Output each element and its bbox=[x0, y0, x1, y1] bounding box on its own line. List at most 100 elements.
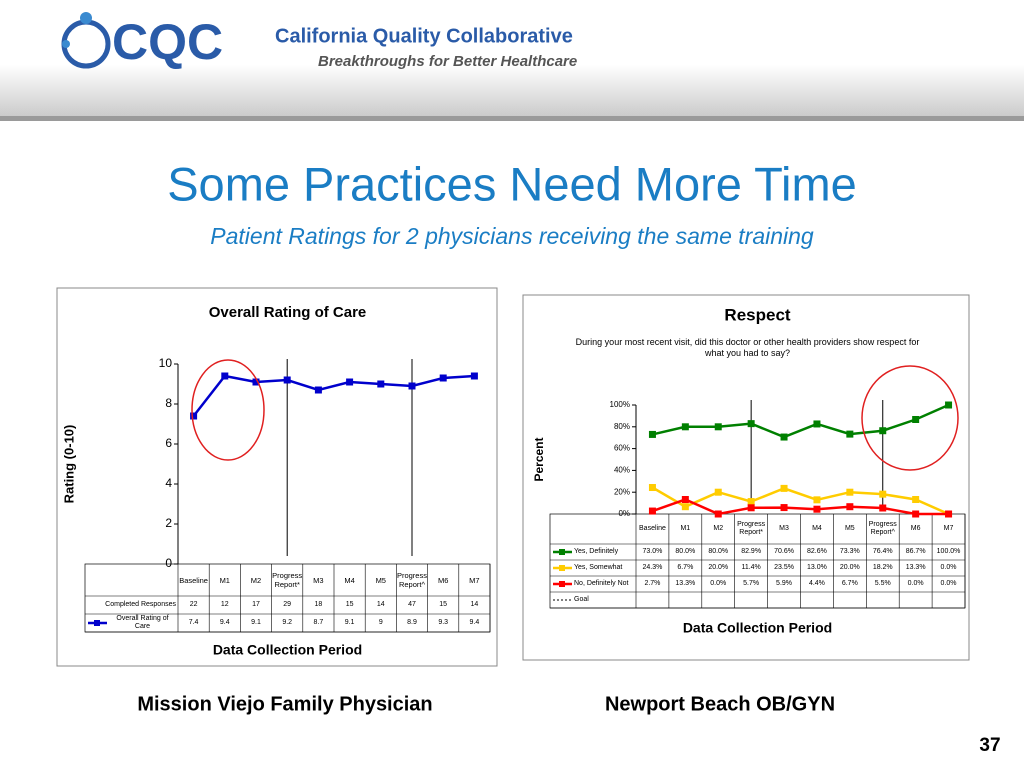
legend-label: Goal bbox=[574, 595, 589, 603]
chart-frame bbox=[522, 294, 970, 661]
point bbox=[681, 496, 689, 504]
highlight-circle bbox=[861, 365, 959, 471]
table-value: 15 bbox=[345, 600, 354, 608]
x-tick-label: Progress Report* bbox=[737, 520, 766, 536]
table-value: 9.2 bbox=[282, 618, 293, 626]
table-value: 9.4 bbox=[469, 618, 480, 626]
x-tick-label: M3 bbox=[313, 575, 324, 585]
table-value: 13.3% bbox=[675, 579, 696, 587]
point bbox=[681, 423, 689, 431]
table-value: 0.0% bbox=[940, 579, 957, 587]
table-value: 20.0% bbox=[708, 563, 729, 571]
table-value: 5.9% bbox=[776, 579, 793, 587]
x-tick-label: M1 bbox=[680, 524, 691, 532]
table-value: 12 bbox=[220, 600, 229, 608]
x-tick-label: M5 bbox=[844, 524, 855, 532]
table-value: 2.7% bbox=[644, 579, 661, 587]
table-value: 6.7% bbox=[841, 579, 858, 587]
y-tick-label: 8 bbox=[165, 396, 172, 410]
table-value: 9.1 bbox=[251, 618, 261, 626]
x-tick-label: Baseline bbox=[179, 575, 208, 585]
brand: CQC bbox=[112, 14, 223, 70]
table-value: 70.6% bbox=[774, 547, 794, 555]
y-tick-label: 0 bbox=[165, 556, 172, 570]
y-tick-label: 60% bbox=[614, 444, 630, 453]
series-line bbox=[652, 403, 950, 439]
y-tick-label: 2 bbox=[165, 516, 172, 530]
point bbox=[945, 401, 953, 409]
table-value: 76.4% bbox=[872, 547, 893, 555]
chart-title: Overall Rating of Care bbox=[209, 304, 367, 321]
chart-frame bbox=[56, 287, 498, 667]
y-axis-label: Rating (0-10) bbox=[61, 425, 76, 504]
point bbox=[648, 484, 656, 492]
point bbox=[813, 496, 821, 504]
x-tick-label: Baseline bbox=[639, 524, 666, 532]
table-value: 9.3 bbox=[438, 618, 449, 626]
point bbox=[470, 372, 478, 380]
table-value: 4.4% bbox=[808, 579, 825, 587]
table-value: 9.1 bbox=[344, 618, 355, 626]
table-value: 13.0% bbox=[807, 563, 827, 571]
table-value: 0.0% bbox=[940, 563, 957, 571]
x-tick-label: M3 bbox=[779, 524, 789, 532]
table-value: 82.9% bbox=[741, 547, 762, 555]
legend-marker bbox=[559, 565, 565, 571]
x-tick-label: Progress Report* bbox=[272, 571, 303, 589]
table-value: 8.9 bbox=[407, 618, 417, 626]
series-line bbox=[651, 486, 950, 516]
table-value: 8.7 bbox=[313, 618, 324, 626]
legend-label: Overall Rating of Care bbox=[116, 614, 169, 630]
table-value: 73.0% bbox=[642, 547, 663, 555]
legend-marker bbox=[94, 620, 100, 626]
point bbox=[747, 420, 755, 428]
y-tick-label: 6 bbox=[165, 436, 172, 450]
org-name: California Quality Collaborative bbox=[275, 25, 573, 47]
chart-subtitle: During your most recent visit, did this … bbox=[575, 337, 920, 358]
x-tick-label: M7 bbox=[943, 524, 954, 532]
x-tick-label: M2 bbox=[250, 575, 262, 585]
table-value: 5.5% bbox=[874, 579, 891, 587]
table-value: 9.4 bbox=[219, 618, 230, 626]
table-value: 5.7% bbox=[743, 579, 760, 587]
point bbox=[283, 376, 291, 384]
table-value: 73.3% bbox=[839, 547, 860, 555]
series-line bbox=[652, 498, 949, 516]
point bbox=[648, 507, 656, 515]
table-value: 14 bbox=[470, 600, 479, 608]
tagline: Breakthroughs for Better Healthcare bbox=[318, 53, 577, 70]
point bbox=[346, 378, 354, 386]
page-number: 37 bbox=[979, 735, 1000, 756]
point bbox=[190, 412, 198, 420]
point bbox=[747, 504, 755, 512]
table-value: 86.7% bbox=[905, 547, 926, 555]
legend-label: No, Definitely Not bbox=[574, 579, 629, 587]
chart-caption: Mission Viejo Family Physician bbox=[137, 693, 432, 715]
slide-subtitle: Patient Ratings for 2 physicians receivi… bbox=[210, 223, 814, 249]
point bbox=[879, 504, 887, 512]
point bbox=[813, 505, 821, 513]
point bbox=[780, 504, 788, 512]
row-label: Completed Responses bbox=[105, 600, 176, 608]
point bbox=[648, 430, 656, 438]
y-tick-label: 40% bbox=[614, 466, 630, 475]
table-value: 82.6% bbox=[807, 547, 827, 555]
x-tick-label: M6 bbox=[437, 575, 449, 585]
y-tick-label: 10 bbox=[159, 356, 173, 370]
x-tick-label: M1 bbox=[219, 575, 230, 585]
x-tick-label: M6 bbox=[910, 524, 921, 532]
header-rule bbox=[0, 116, 1024, 121]
table-value: 20.0% bbox=[839, 563, 860, 571]
point bbox=[846, 488, 854, 496]
table-value: 6.7% bbox=[677, 563, 694, 571]
point bbox=[408, 382, 416, 390]
table-value: 100.0% bbox=[936, 547, 961, 555]
table-value: 24.3% bbox=[642, 563, 663, 571]
y-tick-label: 4 bbox=[165, 476, 172, 490]
point bbox=[714, 488, 722, 496]
point bbox=[912, 415, 920, 423]
point bbox=[813, 420, 821, 428]
point bbox=[780, 433, 788, 441]
point bbox=[377, 380, 385, 388]
